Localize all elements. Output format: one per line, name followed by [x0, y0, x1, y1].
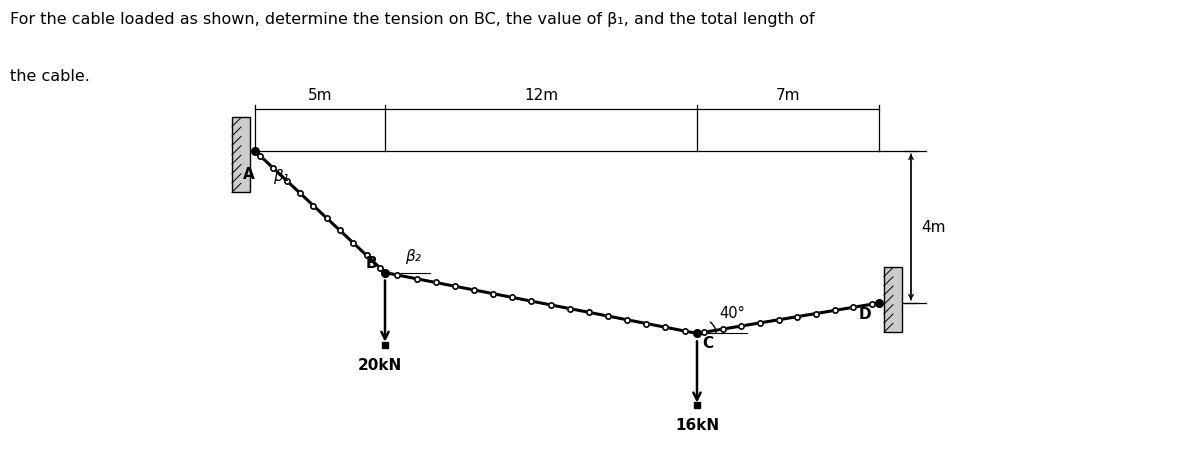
Text: 4m: 4m: [922, 220, 946, 235]
Text: For the cable loaded as shown, determine the tension on BC, the value of β₁, and: For the cable loaded as shown, determine…: [10, 12, 815, 27]
Text: A: A: [244, 167, 254, 182]
Bar: [884, 268, 902, 333]
Text: 20kN: 20kN: [358, 357, 402, 372]
Text: the cable.: the cable.: [10, 69, 90, 84]
Text: β₂: β₂: [406, 248, 421, 264]
Text: C: C: [702, 336, 713, 351]
Text: 16kN: 16kN: [674, 417, 719, 433]
Text: 5m: 5m: [307, 88, 332, 103]
Text: D: D: [858, 307, 871, 321]
Text: B: B: [365, 255, 377, 270]
Text: β₁: β₁: [274, 169, 289, 184]
Text: 12m: 12m: [524, 88, 558, 103]
Text: 40°: 40°: [719, 306, 745, 321]
Text: 7m: 7m: [775, 88, 800, 103]
Bar: [232, 118, 250, 193]
